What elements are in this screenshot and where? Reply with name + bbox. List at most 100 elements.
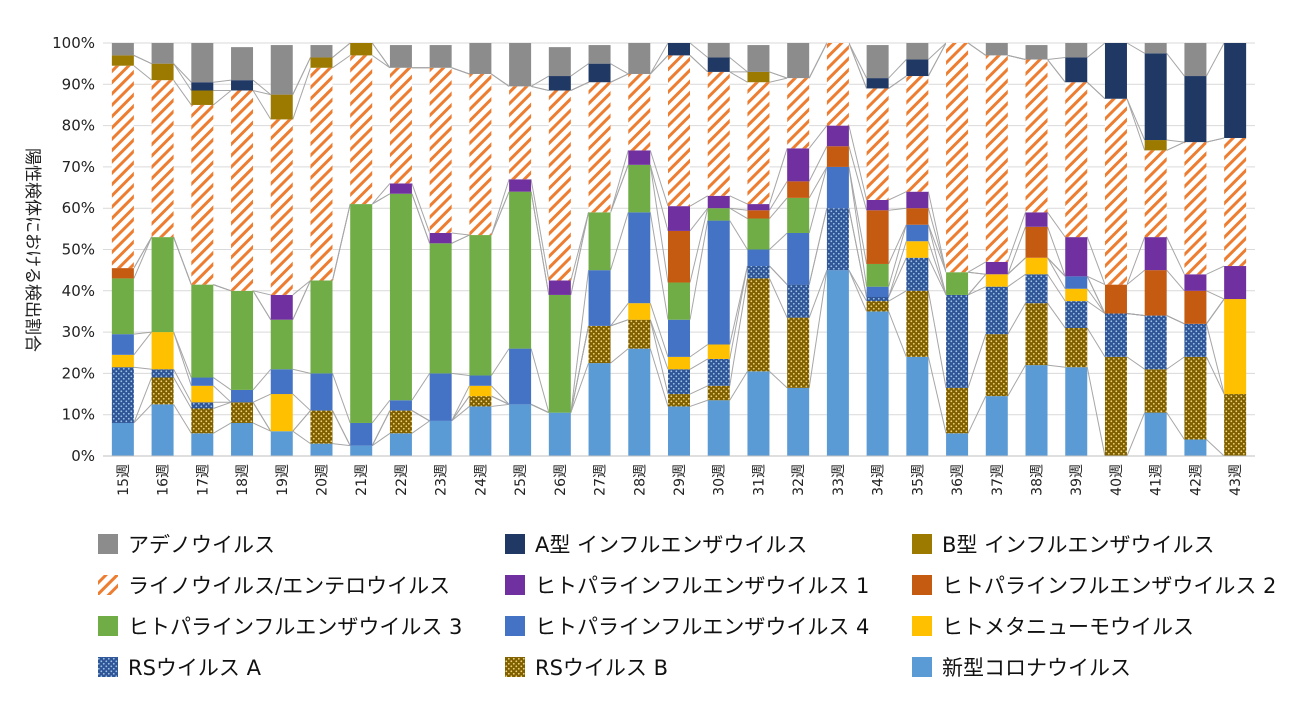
series-line	[292, 67, 311, 120]
bar-segment	[469, 396, 492, 407]
series-line	[848, 269, 868, 302]
bar-segment	[1025, 257, 1048, 275]
bar-segment	[310, 373, 333, 411]
series-line	[848, 166, 868, 287]
bar-segment	[946, 294, 969, 388]
bar-segment	[1144, 270, 1167, 316]
legend-item: RSウイルス A	[98, 656, 262, 680]
series-line	[689, 42, 709, 58]
bar-segment	[985, 334, 1008, 397]
series-line	[212, 90, 232, 106]
series-line	[769, 77, 788, 83]
bar-segment	[350, 445, 373, 456]
series-line	[1206, 298, 1225, 325]
bar-segment	[548, 90, 571, 281]
legend-swatch	[98, 616, 118, 636]
series-line	[808, 166, 828, 199]
series-line	[649, 212, 669, 320]
legend-swatch	[912, 534, 932, 554]
legend-item: ヒトパラインフルエンザウイルス 4	[505, 615, 869, 639]
series-line	[1007, 273, 1026, 288]
bar-segment	[747, 266, 770, 279]
bar-segment	[191, 433, 214, 456]
bar-segment	[1065, 301, 1088, 328]
bar-segment	[985, 43, 1008, 56]
series-line	[1086, 300, 1106, 314]
bar-segment	[270, 369, 293, 395]
bar-segment	[548, 47, 571, 77]
series-line	[332, 410, 351, 446]
series-line	[769, 232, 788, 250]
bar-segment	[707, 208, 730, 221]
bar-segment	[707, 400, 730, 456]
bar-segment	[429, 420, 452, 456]
series-line	[967, 273, 987, 296]
bar-segment	[787, 78, 810, 149]
series-line	[332, 443, 351, 447]
series-line	[451, 406, 470, 422]
bar-segment	[1224, 299, 1247, 395]
series-line	[848, 42, 868, 79]
bar-segment	[1184, 43, 1207, 77]
series-line	[649, 150, 669, 207]
bar-segment	[707, 71, 730, 196]
bar-segment	[270, 45, 293, 95]
x-tick-label: 28週	[632, 464, 648, 496]
series-line	[689, 55, 709, 73]
x-tick-label: 32週	[791, 464, 807, 496]
series-line	[133, 404, 152, 424]
bar-segment	[469, 73, 492, 236]
series-line	[927, 42, 947, 77]
bar-segment	[191, 82, 214, 91]
y-tick-label: 0%	[71, 447, 95, 465]
series-line	[252, 393, 271, 403]
bar-segment	[1065, 367, 1088, 456]
series-line	[649, 303, 669, 358]
series-line	[729, 195, 748, 205]
legend-swatch	[98, 534, 118, 554]
series-line	[530, 191, 550, 296]
bar-segment	[628, 212, 651, 304]
series-line	[133, 65, 152, 81]
series-line	[888, 257, 907, 298]
bar-segment	[628, 150, 651, 165]
series-line	[1087, 275, 1106, 286]
series-line	[927, 241, 947, 296]
bar-segment	[310, 280, 333, 374]
legend-label: A型 インフルエンザウイルス	[535, 533, 807, 557]
series-line	[292, 430, 311, 445]
series-line	[769, 197, 788, 219]
bar-segment	[707, 358, 730, 386]
x-tick-label: 20週	[314, 464, 330, 496]
bar-segment	[1144, 237, 1167, 271]
y-axis-label: 陽性検体における検出割合	[22, 148, 42, 352]
series-line	[768, 148, 788, 205]
series-line	[888, 241, 907, 298]
series-line	[1205, 356, 1225, 395]
bar-segment	[906, 356, 929, 456]
series-line	[848, 269, 868, 312]
series-line	[848, 125, 868, 201]
bar-segment	[1065, 288, 1088, 302]
bar-segment	[1184, 290, 1207, 324]
bar-segment	[1025, 45, 1048, 60]
bar-segment	[111, 43, 134, 56]
bar-segment	[1104, 313, 1127, 357]
series-line	[610, 73, 629, 83]
series-line	[1206, 439, 1225, 457]
series-line	[530, 85, 549, 91]
bar-segment	[111, 65, 134, 269]
series-line	[570, 63, 589, 77]
series-line	[1126, 236, 1146, 285]
bar-segment	[469, 235, 492, 376]
legend-item: B型 インフルエンザウイルス	[912, 533, 1214, 557]
series-line	[888, 207, 907, 211]
series-line	[927, 208, 947, 273]
bar-segment	[270, 394, 293, 432]
series-line	[689, 195, 708, 207]
legend-label: ヒトパラインフルエンザウイルス 2	[942, 574, 1276, 598]
series-line	[689, 220, 709, 320]
bar-segment	[1184, 142, 1207, 275]
x-tick-label: 17週	[195, 464, 211, 496]
